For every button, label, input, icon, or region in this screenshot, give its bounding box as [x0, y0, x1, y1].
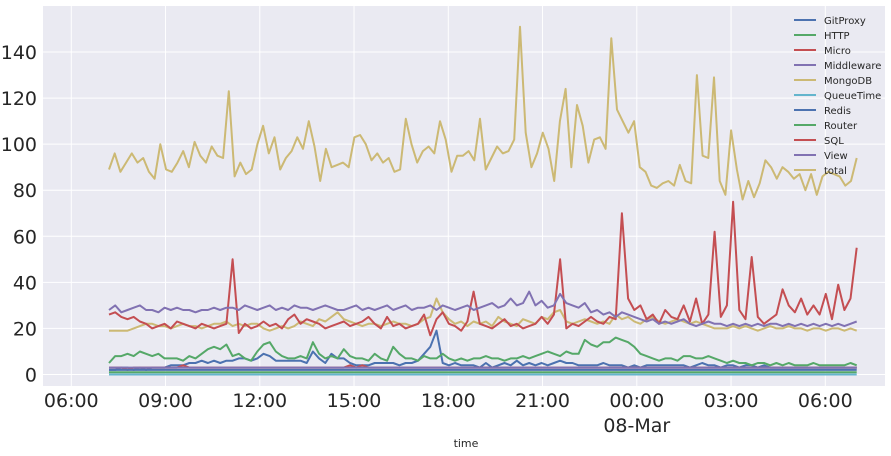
y-tick-label: 20	[13, 318, 37, 340]
series-lines	[108, 25, 858, 376]
x-tick-label: 09:00	[138, 390, 193, 412]
grid-lines	[43, 6, 885, 386]
series-line-mongodb	[109, 297, 858, 332]
y-tick-label: 140	[1, 42, 37, 64]
y-tick-labels: 0 20 40 60 80 100 120 140	[1, 42, 37, 386]
x-tick-labels: 06:00 09:00 12:00 15:00 18:00 21:00 00:00 03:00…	[44, 390, 853, 412]
x-tick-label: 06:00	[798, 390, 853, 412]
legend-label-http: HTTP	[824, 31, 850, 42]
legend-label-micro: Micro	[824, 46, 851, 57]
y-tick-label: 40	[13, 272, 37, 294]
x-tick-label: 03:00	[704, 390, 759, 412]
legend-label-sql: SQL	[824, 136, 844, 147]
series-line-sql	[108, 200, 858, 337]
x-axis-label: time	[454, 437, 479, 450]
legend-label-redis: Redis	[824, 106, 851, 117]
y-tick-label: 60	[13, 226, 37, 248]
legend-label-queuetime: QueueTime	[824, 91, 881, 102]
series-line-total	[108, 25, 858, 201]
x-tick-label: 15:00	[327, 390, 382, 412]
y-tick-label: 0	[25, 364, 37, 386]
series-line-gitproxy	[109, 329, 857, 371]
x-tick-label: 21:00	[515, 390, 570, 412]
x-tick-label: 18:00	[421, 390, 476, 412]
legend-label-view: View	[824, 151, 848, 162]
legend-label-middleware: Middleware	[824, 61, 881, 72]
y-tick-label: 80	[13, 180, 37, 202]
series-line-router	[108, 336, 858, 367]
x-secondary-date-label: 08-Mar	[603, 415, 670, 437]
plot-background	[43, 6, 885, 386]
series-line-view	[108, 290, 858, 328]
legend: GitProxy HTTP Micro Middleware MongoDB QueueT…	[794, 16, 881, 177]
legend-label-mongodb: MongoDB	[824, 76, 872, 87]
x-tick-label: 06:00	[44, 390, 99, 412]
legend-label-router: Router	[824, 121, 858, 132]
x-tick-label: 00:00	[609, 390, 664, 412]
legend-label-gitproxy: GitProxy	[824, 16, 866, 27]
y-tick-label: 100	[1, 134, 37, 156]
x-tick-label: 12:00	[232, 390, 287, 412]
y-tick-label: 120	[1, 88, 37, 110]
legend-label-total: total	[824, 166, 847, 177]
